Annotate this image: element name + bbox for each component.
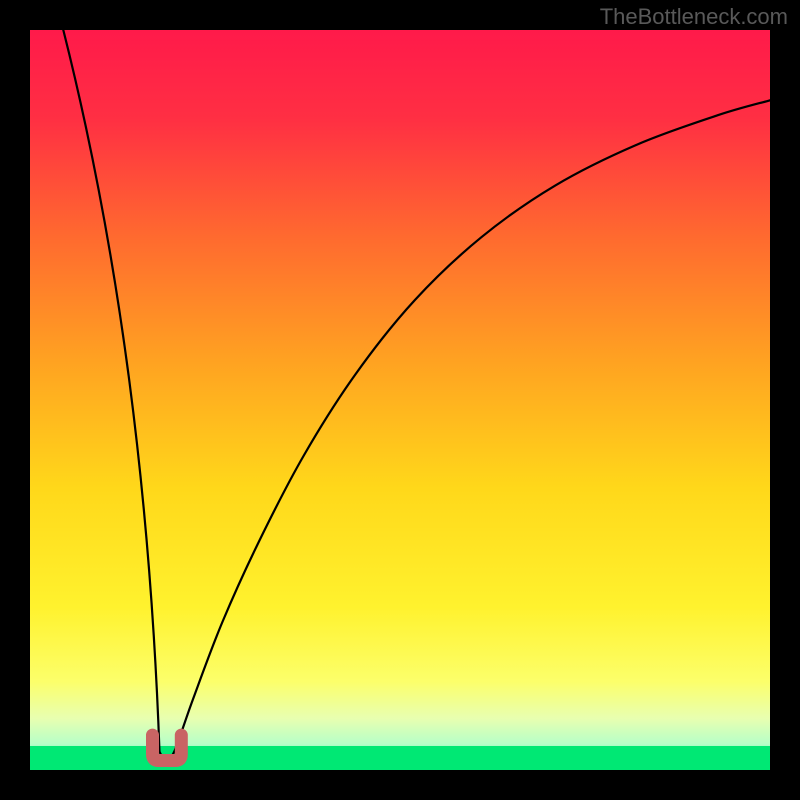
dip-marker	[153, 735, 182, 760]
dip-marker-svg	[30, 30, 770, 770]
chart-root: TheBottleneck.com	[0, 0, 800, 800]
plot-area	[30, 30, 770, 770]
watermark-text: TheBottleneck.com	[600, 4, 788, 30]
